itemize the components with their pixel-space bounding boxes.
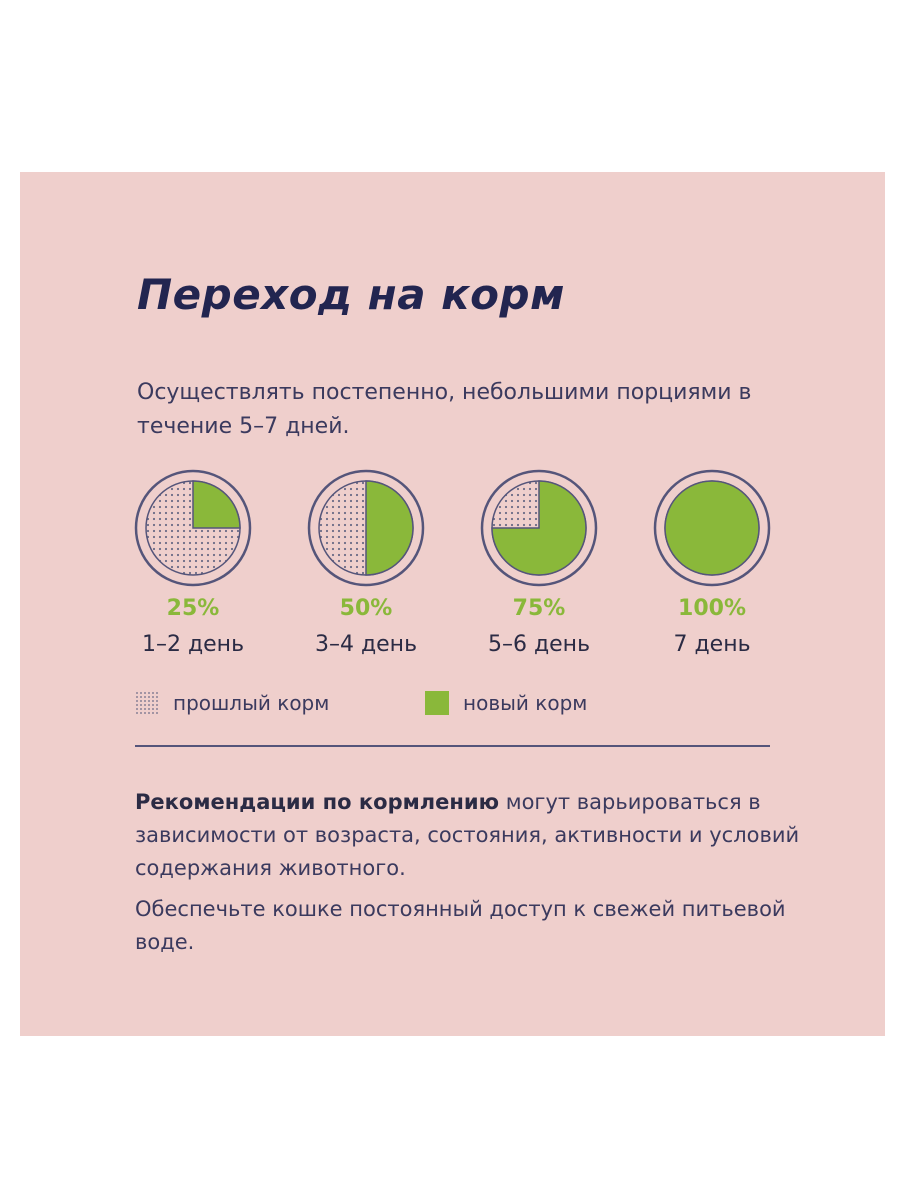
pie-chart-step-1 <box>134 469 252 587</box>
pie-outer-ring <box>480 469 598 587</box>
recommendation-paragraph: Рекомендации по кормлению могут варьиров… <box>135 786 825 885</box>
pie-outer-ring <box>134 469 252 587</box>
day-label: 1–2 день <box>141 632 245 657</box>
pie-slice-new-food <box>491 480 587 576</box>
legend-item-new-food: новый корм <box>425 688 587 718</box>
divider <box>135 745 770 747</box>
step-3: 75% 5–6 день <box>464 468 614 657</box>
pie-slice-new-food <box>192 480 241 529</box>
pie-chart-step-3 <box>480 469 598 587</box>
pie-outer-ring <box>653 469 771 587</box>
step-2: 50% 3–4 день <box>291 468 441 657</box>
day-label: 5–6 день <box>487 632 591 657</box>
step-4: 100% 7 день <box>637 468 787 657</box>
step-1: 25% 1–2 день <box>118 468 268 657</box>
day-label: 7 день <box>673 632 751 657</box>
day-label: 3–4 день <box>314 632 418 657</box>
dotted-swatch-icon <box>135 691 159 715</box>
transition-steps: 25% 1–2 день 50% 3–4 день 75% 5–6 день 100% 7 д… <box>0 468 900 668</box>
green-swatch-icon <box>425 691 449 715</box>
intro-text: Осуществлять постепенно, небольшими порц… <box>137 380 752 439</box>
pie-slice-new-food <box>365 480 414 576</box>
percent-label: 25% <box>166 596 220 621</box>
page-title: Переход на корм <box>137 270 565 319</box>
percent-label: 50% <box>339 596 393 621</box>
pie-chart-step-4 <box>653 469 771 587</box>
legend-label-old-food: прошлый корм <box>173 691 330 715</box>
water-paragraph: Обеспечьте кошке постоянный доступ к све… <box>135 897 786 954</box>
feeding-notes: Рекомендации по кормлению могут варьиров… <box>135 786 825 967</box>
percent-label: 75% <box>512 596 566 621</box>
legend-item-old-food: прошлый корм <box>135 688 329 718</box>
info-card <box>20 172 885 1036</box>
recommendation-text: могут варьироваться в зависимости от воз… <box>135 790 800 880</box>
legend: прошлый корм новый корм <box>135 688 775 718</box>
legend-label-new-food: новый корм <box>463 691 588 715</box>
recommendation-bold: Рекомендации по кормлению <box>135 790 500 814</box>
pie-chart-step-2 <box>307 469 425 587</box>
pie-slice-new-food <box>664 480 760 576</box>
pie-outer-ring <box>307 469 425 587</box>
percent-label: 100% <box>678 596 746 621</box>
